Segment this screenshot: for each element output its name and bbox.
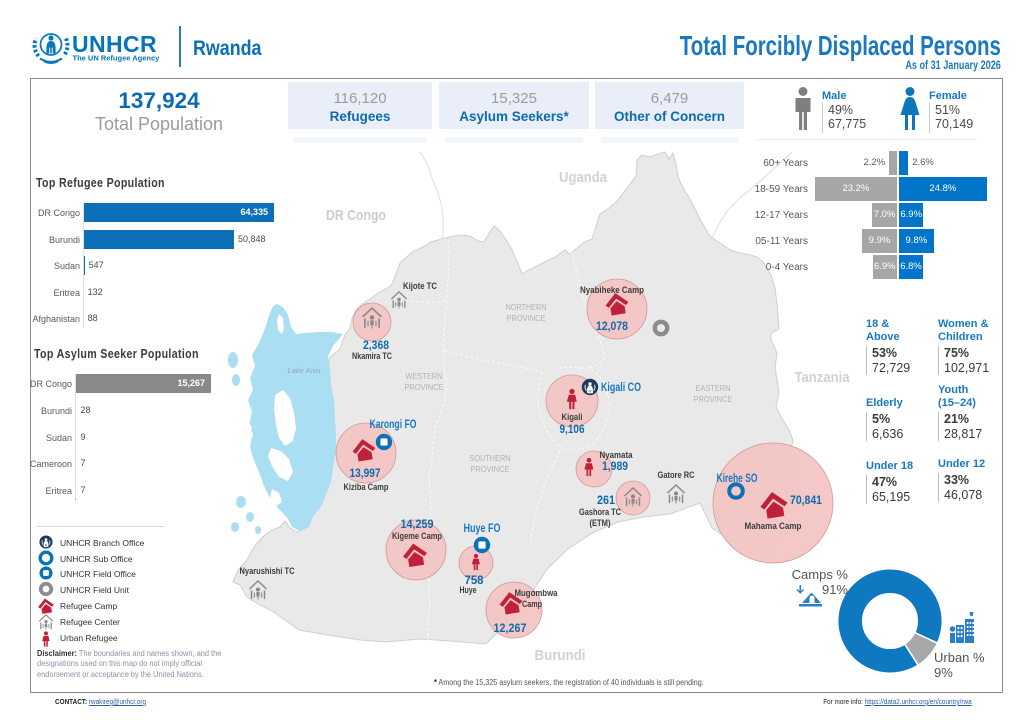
svg-text:Karongi FO: Karongi FO (370, 419, 417, 431)
svg-text:261: 261 (597, 495, 616, 507)
svg-text:Gashora TC: Gashora TC (579, 507, 621, 517)
svg-text:WESTERN: WESTERN (406, 372, 443, 381)
svg-text:SOUTHERN: SOUTHERN (470, 454, 511, 463)
svg-text:Kiziba Camp: Kiziba Camp (344, 482, 389, 492)
svg-text:Nkamira TC: Nkamira TC (352, 351, 392, 361)
svg-text:Huye FO: Huye FO (464, 523, 501, 535)
svg-text:Lake Kivu: Lake Kivu (288, 366, 322, 375)
svg-text:12,078: 12,078 (596, 321, 629, 333)
svg-text:Kigali CO: Kigali CO (601, 382, 641, 394)
svg-text:Nyamata: Nyamata (600, 450, 634, 460)
svg-text:Kigali: Kigali (562, 412, 583, 422)
svg-text:Mugombwa: Mugombwa (515, 588, 559, 598)
svg-text:13,997: 13,997 (350, 468, 381, 480)
svg-text:12,267: 12,267 (494, 623, 527, 635)
svg-text:PROVINCE: PROVINCE (471, 465, 510, 474)
svg-text:EASTERN: EASTERN (696, 384, 731, 393)
svg-text:1,989: 1,989 (602, 461, 628, 473)
svg-text:Huye: Huye (460, 585, 477, 595)
svg-text:PROVINCE: PROVINCE (694, 395, 733, 404)
svg-text:9,106: 9,106 (560, 424, 585, 436)
svg-text:Nyabiheke Camp: Nyabiheke Camp (580, 285, 644, 295)
svg-text:PROVINCE: PROVINCE (507, 314, 546, 323)
svg-text:Kigeme Camp: Kigeme Camp (392, 531, 442, 541)
svg-text:NORTHERN: NORTHERN (506, 303, 547, 312)
svg-text:70,841: 70,841 (790, 493, 822, 507)
svg-text:Tanzania: Tanzania (795, 370, 851, 386)
svg-text:Kirehe SO: Kirehe SO (717, 473, 758, 485)
svg-text:Nyarushishi TC: Nyarushishi TC (240, 566, 295, 576)
svg-text:14,259: 14,259 (401, 519, 434, 531)
svg-text:Camp: Camp (522, 599, 542, 609)
svg-text:DR Congo: DR Congo (326, 207, 386, 224)
svg-text:Uganda: Uganda (559, 169, 608, 186)
svg-text:UNHCR: UNHCR (72, 31, 157, 57)
svg-text:Burundi: Burundi (535, 648, 586, 664)
svg-text:(ETM): (ETM) (590, 518, 611, 528)
svg-text:The UN Refugee Agency: The UN Refugee Agency (73, 54, 161, 63)
svg-text:758: 758 (465, 575, 485, 587)
svg-text:Gatore RC: Gatore RC (658, 470, 695, 480)
svg-text:2,368: 2,368 (363, 340, 390, 352)
svg-text:PROVINCE: PROVINCE (405, 383, 444, 392)
svg-text:Kijote TC: Kijote TC (403, 281, 437, 291)
svg-text:Mahama Camp: Mahama Camp (745, 521, 802, 532)
